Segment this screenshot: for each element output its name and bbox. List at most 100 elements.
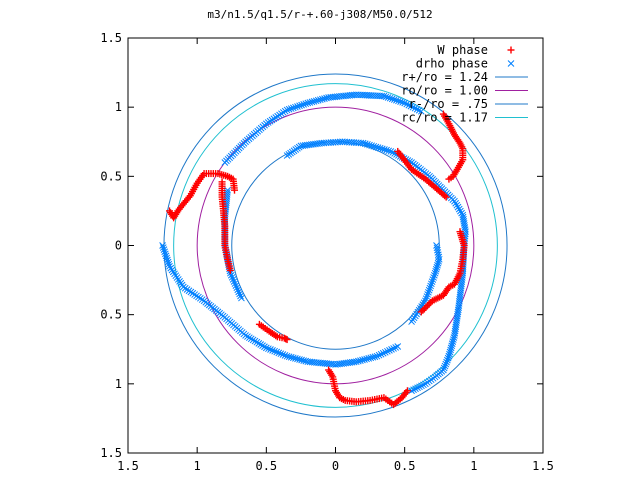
drho-phase-point [294, 103, 301, 110]
drho-phase-point [452, 325, 459, 333]
drho-phase-point [364, 141, 371, 148]
drho-phase-point [432, 267, 440, 275]
drho-phase-point [390, 345, 397, 352]
drho-phase-point [279, 351, 287, 358]
drho-phase-point [409, 103, 417, 111]
drho-phase-point [427, 282, 434, 290]
drho-phase-point [372, 143, 380, 151]
drho-phase-point [283, 352, 291, 360]
drho-phase-point [159, 242, 166, 249]
drho-phase-point [443, 358, 450, 366]
drho-phase-point [285, 105, 293, 113]
y-tick-label: 1 [115, 377, 122, 391]
drho-phase-point [233, 284, 241, 292]
drho-phase-point [451, 197, 458, 205]
drho-phase-point [431, 269, 439, 277]
drho-phase-point [361, 140, 369, 148]
drho-phase-point [325, 139, 332, 147]
drho-phase-point [161, 250, 169, 258]
drho-phase-point [162, 252, 170, 260]
drho-phase-point [447, 346, 454, 354]
drho-phase-point [304, 99, 312, 107]
drho-phase-point [454, 310, 462, 318]
drho-phase-point [370, 142, 378, 150]
drho-phase-point [393, 96, 400, 104]
drho-phase-point [446, 348, 454, 356]
drho-phase-point [428, 280, 435, 288]
drho-phase-point [429, 276, 437, 283]
drho-phase-point [454, 203, 462, 211]
drho-phase-point [329, 139, 337, 146]
drho-phase-point [453, 317, 461, 324]
drho-phase-point [426, 284, 434, 292]
drho-phase-point [453, 319, 460, 327]
drho-phase-point [375, 351, 383, 359]
drho-phase-point [425, 288, 432, 296]
x-tick-label: 0.5 [255, 459, 277, 473]
drho-phase-point [292, 355, 299, 362]
legend-label: drho phase [416, 57, 488, 71]
drho-phase-point [450, 336, 457, 343]
drho-phase-point [389, 149, 397, 156]
drho-phase-point [457, 284, 465, 292]
x-tick-label: 1.5 [532, 459, 554, 473]
drho-phase-point [318, 139, 326, 147]
drho-phase-point [424, 291, 432, 298]
drho-phase-point [420, 381, 427, 389]
drho-phase-point [357, 357, 364, 364]
drho-phase-point [321, 95, 328, 102]
drho-phase-point [281, 351, 289, 359]
drho-phase-point [365, 355, 373, 362]
drho-phase-point [407, 102, 415, 110]
drho-phase-point [382, 93, 390, 101]
drho-phase-point [392, 344, 400, 351]
drho-phase-point [294, 355, 301, 363]
y-tick-label: 0.5 [100, 308, 122, 322]
drho-phase-point [259, 342, 266, 349]
drho-phase-point [371, 353, 379, 361]
x-tick-label: 1.5 [117, 459, 139, 473]
drho-phase-point [236, 290, 243, 298]
x-tick-label: 1 [470, 459, 477, 473]
drho-phase-point [425, 286, 433, 294]
drho-phase-point [418, 382, 425, 390]
drho-phase-point [235, 288, 243, 296]
drho-phase-point [367, 354, 375, 362]
drho-phase-point [446, 350, 453, 358]
drho-phase-point [232, 282, 240, 289]
circle-0-75 [231, 141, 440, 350]
drho-phase-point [456, 295, 464, 303]
drho-phase-point [452, 321, 460, 329]
drho-phase-point [453, 315, 461, 322]
drho-phase-point [411, 104, 419, 112]
legend-label: W phase [437, 43, 488, 57]
drho-phase-point [383, 146, 390, 154]
drho-phase-point [390, 96, 398, 103]
drho-phase-point [431, 271, 438, 279]
y-tick-label: 0.5 [100, 169, 122, 183]
drho-phase-point [316, 96, 324, 104]
drho-phase-point [430, 274, 437, 281]
drho-phase-point [283, 106, 291, 114]
drho-phase-point [296, 356, 303, 363]
drho-phase-point [457, 287, 465, 294]
drho-phase-point [379, 349, 387, 357]
drho-phase-point [308, 98, 316, 106]
drho-phase-point [443, 356, 451, 364]
drho-phase-point [388, 346, 395, 353]
drho-phase-point [386, 94, 394, 102]
y-tick-label: 0 [115, 239, 122, 253]
drho-phase-point [164, 258, 172, 266]
drho-phase-point [381, 348, 389, 356]
drho-phase-point [408, 387, 415, 395]
drho-phase-point [414, 384, 421, 392]
drho-phase-point [433, 263, 441, 271]
drho-phase-point [457, 289, 464, 296]
drho-phase-point [320, 139, 328, 147]
drho-phase-point [244, 333, 251, 340]
drho-phase-point [434, 259, 442, 267]
drho-phase-point [448, 340, 456, 348]
drho-phase-point [238, 294, 245, 302]
axes: 1.5 1 0.5 0 0.5 1 1.51.510.500.511.5 [100, 31, 554, 473]
